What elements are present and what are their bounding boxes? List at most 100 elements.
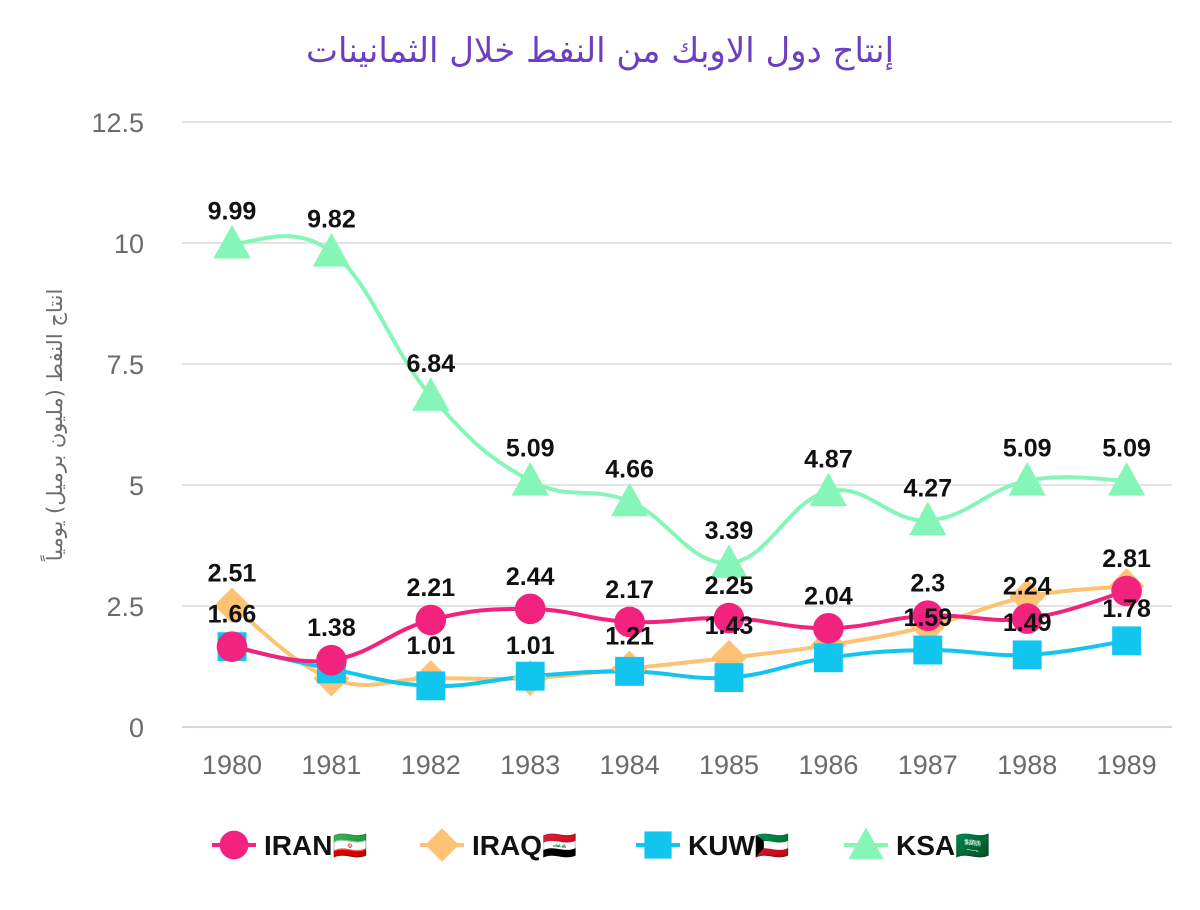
x-tick-label: 1986 xyxy=(798,750,858,780)
data-label-iran: 2.21 xyxy=(406,574,455,602)
data-point-ksa xyxy=(412,377,450,411)
data-point-iran xyxy=(813,612,844,644)
x-tick-label: 1988 xyxy=(997,750,1057,780)
series-line-kuw xyxy=(230,638,1129,689)
data-point-kuw xyxy=(515,661,545,691)
y-tick-label: 12.5 xyxy=(91,108,144,138)
legend-marker-square xyxy=(644,831,672,859)
data-label-iraq: 1.01 xyxy=(406,632,455,660)
data-label-iraq: 2.51 xyxy=(208,560,257,588)
data-point-ksa xyxy=(511,461,549,496)
data-label-ksa: 4.87 xyxy=(804,445,853,473)
data-point-ksa xyxy=(213,224,251,259)
data-point-iraq xyxy=(214,587,250,624)
y-tick-label: 0 xyxy=(129,713,144,743)
series-line-iran xyxy=(230,588,1129,664)
series-markers xyxy=(213,224,1146,701)
x-tick-label: 1980 xyxy=(202,750,262,780)
data-point-ksa xyxy=(1008,461,1046,496)
data-label-iraq: 1.43 xyxy=(705,612,754,640)
data-point-iran xyxy=(614,606,645,638)
data-label-iran: 2.04 xyxy=(804,582,853,610)
y-axis-label: انتاج النفط (مليون برميل) يومياً xyxy=(39,289,68,562)
x-axis-ticks: 1980 1981 1982 1983 1984 1985 1986 1987 1988 1989 xyxy=(202,750,1157,780)
legend-label: IRAN🇮🇷 xyxy=(264,830,367,861)
y-axis-ticks: 0 2.5 5 7.5 10 12.5 xyxy=(91,108,144,743)
data-point-iran xyxy=(316,644,347,676)
data-point-ksa xyxy=(909,501,947,536)
data-point-iran xyxy=(1111,575,1142,607)
x-tick-label: 1989 xyxy=(1097,750,1157,780)
data-label-kuw: 1.49 xyxy=(1003,609,1052,637)
data-point-iran xyxy=(912,600,944,631)
data-label-iran: 2.81 xyxy=(1102,545,1151,573)
data-label-iran: 1.38 xyxy=(307,614,356,642)
data-label-iran: 2.25 xyxy=(705,572,754,600)
x-tick-label: 1981 xyxy=(301,750,361,780)
legend-item-kuw[interactable]: KUW🇰🇼 xyxy=(636,830,790,861)
grid-lines xyxy=(182,121,1172,728)
legend-label: KSA🇸🇦 xyxy=(896,830,990,861)
data-point-kuw xyxy=(1112,626,1142,656)
data-point-iran xyxy=(216,631,248,662)
legend-item-iran[interactable]: IRAN🇮🇷 xyxy=(212,830,367,861)
data-label-kuw: 1.59 xyxy=(903,604,952,632)
data-label-ksa: 9.82 xyxy=(307,206,356,234)
x-tick-label: 1984 xyxy=(600,750,660,780)
data-labels: 1.66 1.38 2.21 2.44 2.17 2.25 2.04 2.3 2.24 2.81 2… xyxy=(208,197,1151,660)
data-label-ksa: 4.27 xyxy=(903,474,952,502)
data-label-iran: 1.66 xyxy=(208,601,257,629)
legend-marker-circle xyxy=(219,830,249,860)
series-lines xyxy=(230,234,1129,689)
data-label-iraq: 1.21 xyxy=(605,622,654,650)
legend-label: IRAQ🇮🇶 xyxy=(472,830,577,861)
legend-item-ksa[interactable]: KSA🇸🇦 xyxy=(844,827,990,861)
data-point-iraq xyxy=(1009,578,1046,615)
data-point-ksa xyxy=(610,482,649,517)
data-point-kuw xyxy=(714,663,744,693)
data-point-ksa xyxy=(1107,461,1146,496)
data-point-ksa xyxy=(809,472,848,507)
y-tick-label: 5 xyxy=(129,471,144,501)
legend-label: KUW🇰🇼 xyxy=(688,830,790,861)
data-point-iran xyxy=(514,593,546,625)
data-label-ksa: 5.09 xyxy=(1003,435,1052,463)
data-point-kuw xyxy=(1012,640,1042,670)
x-tick-label: 1987 xyxy=(898,750,958,780)
chart-title: إنتاج دول الاوبك من النفط خلال الثمانينا… xyxy=(306,31,894,71)
data-label-iran: 2.17 xyxy=(605,576,654,604)
data-label-iran: 2.24 xyxy=(1003,573,1052,601)
data-point-kuw xyxy=(913,635,943,665)
data-label-iraq: 1.01 xyxy=(506,632,555,660)
data-point-iran xyxy=(415,604,447,636)
data-point-kuw xyxy=(615,656,645,686)
data-point-kuw xyxy=(813,643,843,673)
data-label-ksa: 6.84 xyxy=(406,350,455,378)
data-point-iran xyxy=(713,602,745,634)
y-tick-label: 2.5 xyxy=(106,592,144,622)
legend[interactable]: IRAN🇮🇷 IRAQ🇮🇶 KUW🇰🇼 KSA🇸🇦 xyxy=(212,827,990,862)
y-tick-label: 10 xyxy=(114,229,144,259)
data-point-ksa xyxy=(312,233,351,267)
y-tick-label: 7.5 xyxy=(106,350,144,380)
data-label-ksa: 5.09 xyxy=(506,435,555,463)
data-label-ksa: 9.99 xyxy=(208,197,257,225)
x-tick-label: 1982 xyxy=(401,750,461,780)
legend-item-iraq[interactable]: IRAQ🇮🇶 xyxy=(420,828,577,862)
data-point-iran xyxy=(1011,603,1043,634)
data-label-ksa: 3.39 xyxy=(705,517,754,545)
data-point-ksa xyxy=(710,544,748,578)
data-label-iran: 2.44 xyxy=(506,563,555,591)
data-point-kuw xyxy=(416,671,446,701)
data-label-kuw: 1.78 xyxy=(1102,595,1151,623)
x-tick-label: 1983 xyxy=(500,750,560,780)
data-label-iran: 2.3 xyxy=(910,570,945,598)
legend-marker-triangle xyxy=(848,827,884,860)
data-label-ksa: 5.09 xyxy=(1102,435,1151,463)
series-line-iraq xyxy=(230,584,1129,687)
data-label-ksa: 4.66 xyxy=(605,455,654,483)
series-line-ksa xyxy=(230,234,1129,565)
x-tick-label: 1985 xyxy=(699,750,759,780)
legend-marker-diamond xyxy=(425,828,459,862)
